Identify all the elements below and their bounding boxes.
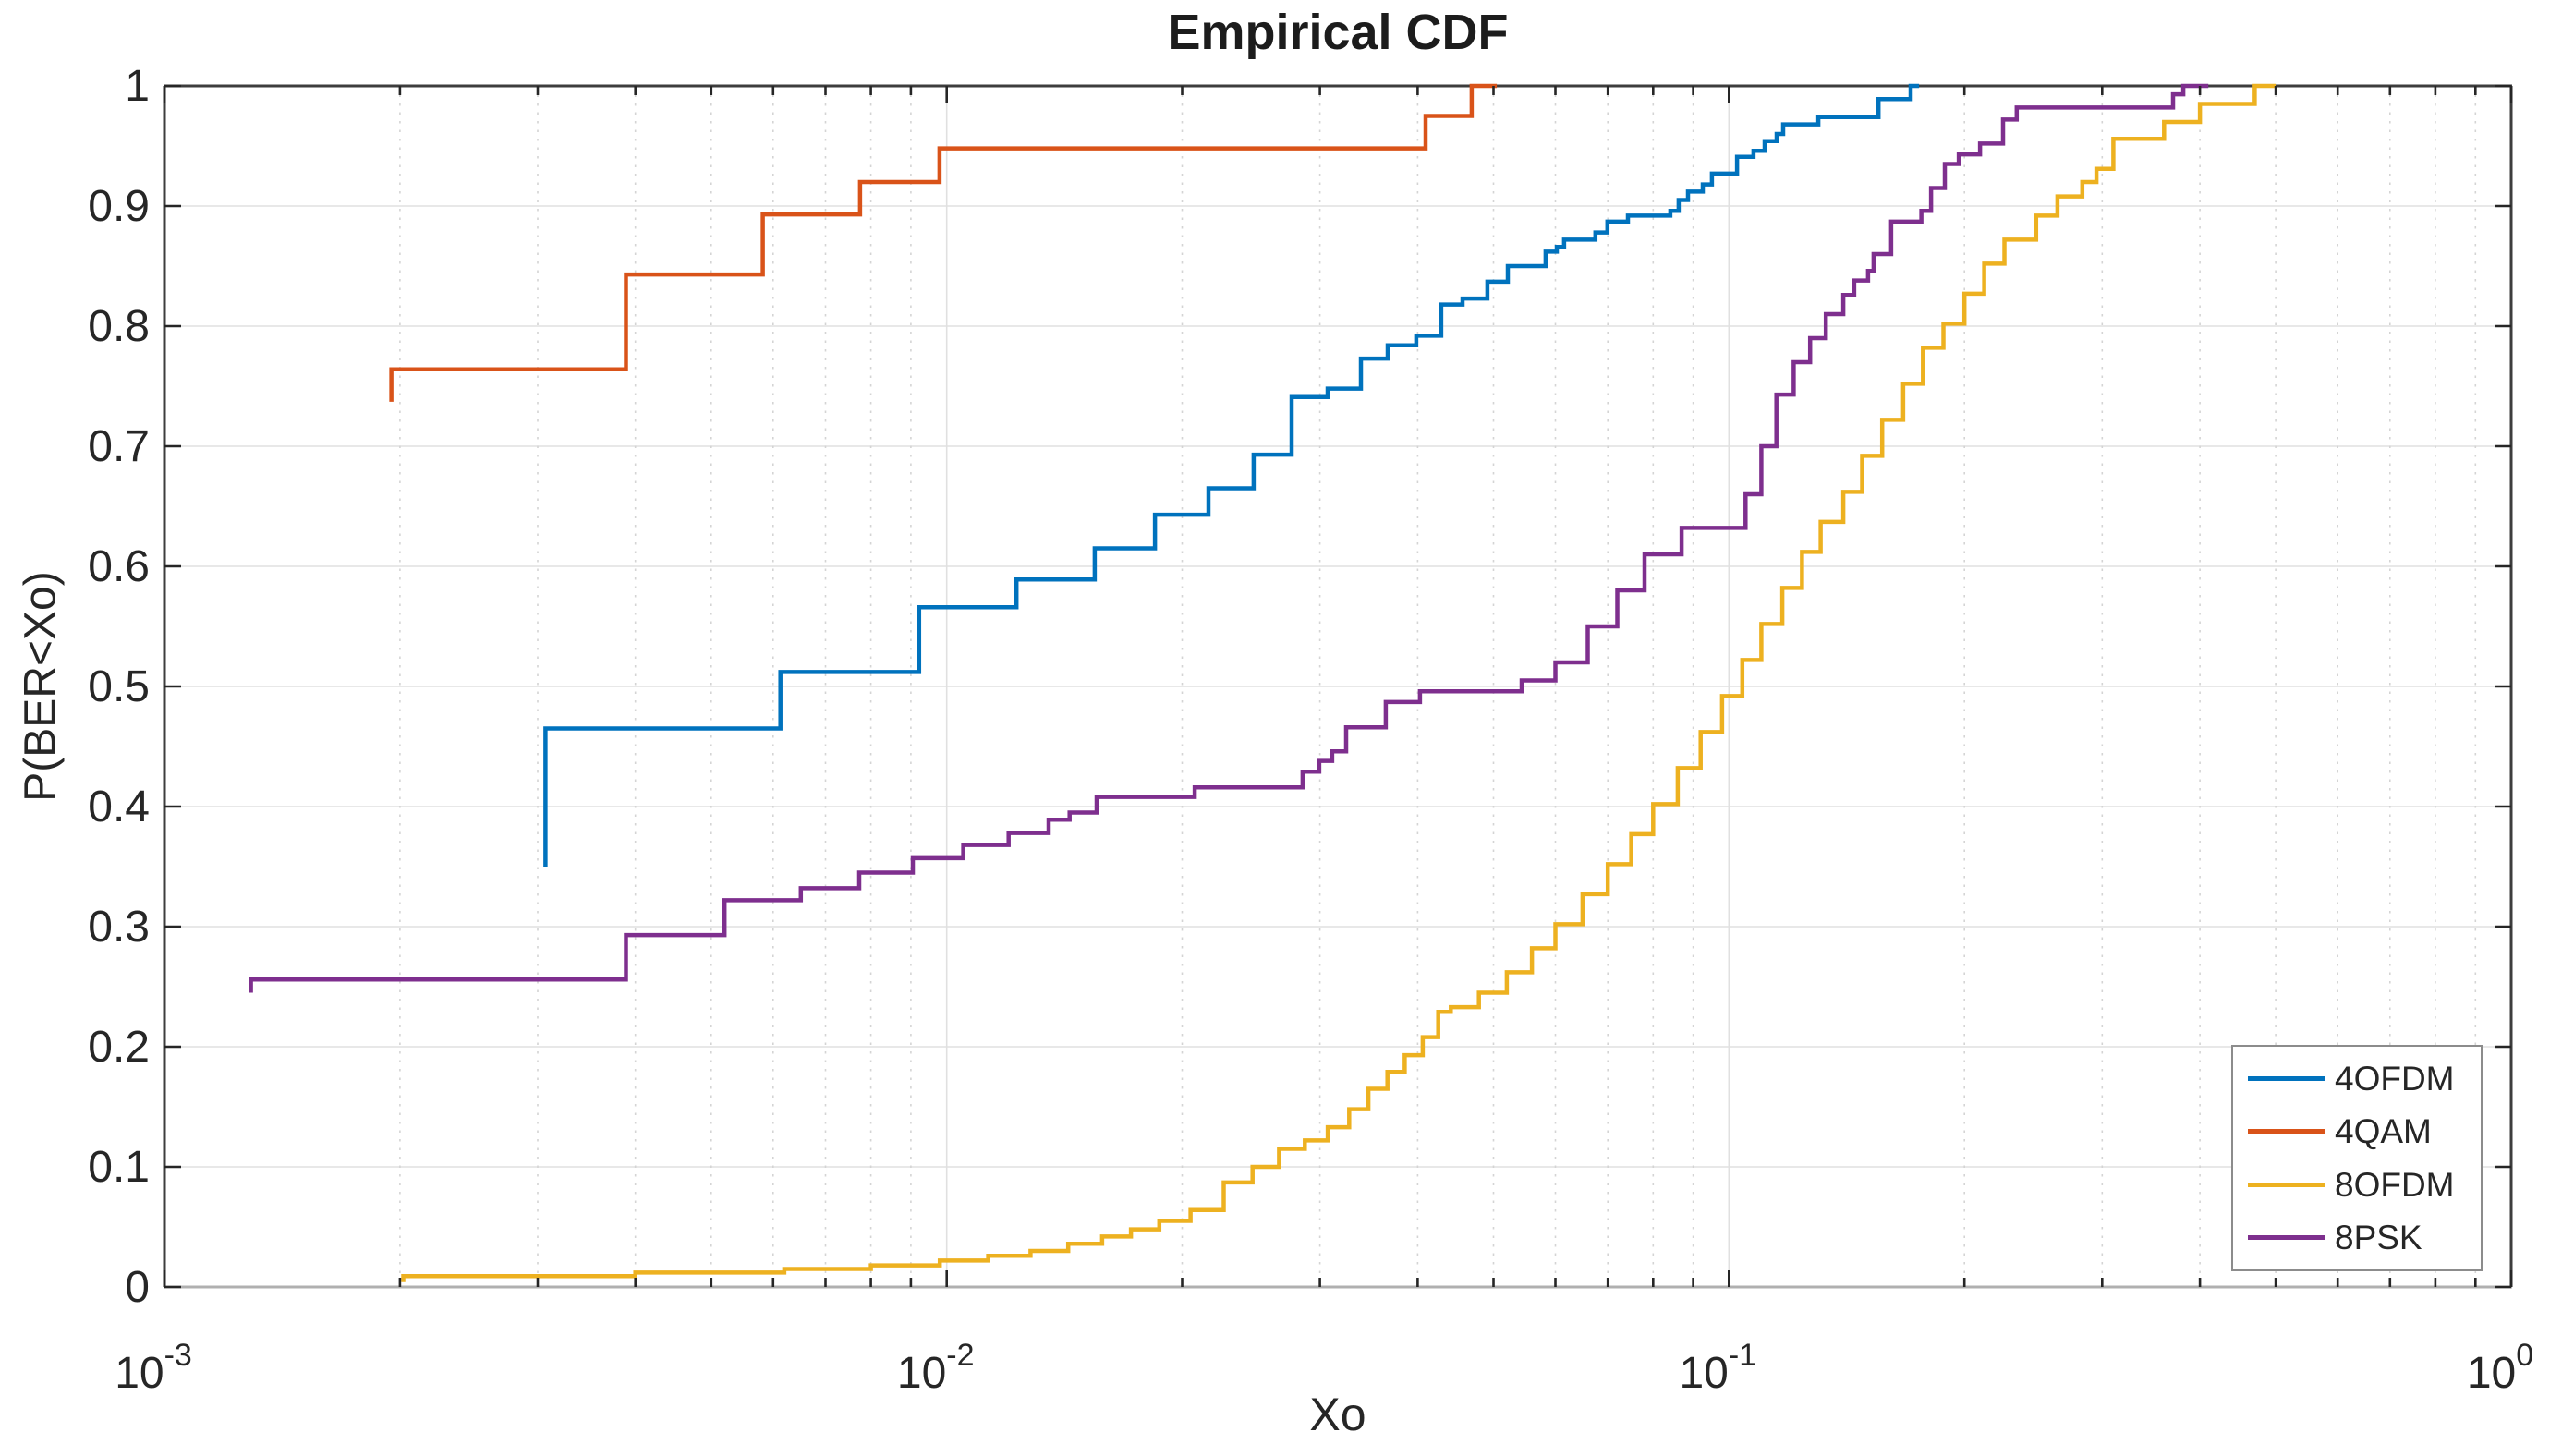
legend-item-4QAM: 4QAM: [2248, 1114, 2481, 1148]
legend: 4OFDM 4QAM 8OFDM 8PSK: [2231, 1045, 2483, 1271]
legend-label: 8PSK: [2335, 1218, 2422, 1256]
cdf-curve-8OFDM: [401, 83, 2277, 1282]
legend-label: 4OFDM: [2335, 1060, 2455, 1098]
y-tick-label: 0.7: [88, 422, 150, 471]
y-tick-label: 0.5: [88, 662, 150, 711]
y-tick-label: 0.8: [88, 302, 150, 351]
y-tick-label: 0: [125, 1263, 150, 1312]
y-tick-label: 0.6: [88, 542, 150, 591]
legend-item-8OFDM: 8OFDM: [2248, 1168, 2481, 1202]
legend-item-4OFDM: 4OFDM: [2248, 1062, 2481, 1096]
legend-swatch: [2248, 1129, 2325, 1134]
cdf-curve-8PSK: [249, 83, 2209, 993]
y-tick-label: 0.1: [88, 1143, 150, 1192]
legend-swatch: [2248, 1234, 2325, 1240]
y-tick-label: 0.3: [88, 903, 150, 952]
y-tick-label: 0.2: [88, 1023, 150, 1072]
legend-label: 4QAM: [2335, 1112, 2432, 1151]
cdf-curve-4QAM: [389, 83, 1498, 402]
legend-swatch: [2248, 1076, 2325, 1082]
cdf-curve-4OFDM: [543, 83, 1920, 867]
y-tick-label: 1: [125, 62, 150, 111]
x-axis-label: Xo: [1309, 1389, 1366, 1440]
legend-label: 8OFDM: [2335, 1165, 2455, 1204]
y-tick-label: 0.4: [88, 783, 150, 831]
y-tick-label: 0.9: [88, 182, 150, 231]
legend-item-8PSK: 8PSK: [2248, 1220, 2481, 1255]
chart-title: Empirical CDF: [1167, 5, 1509, 60]
legend-swatch: [2248, 1182, 2325, 1187]
